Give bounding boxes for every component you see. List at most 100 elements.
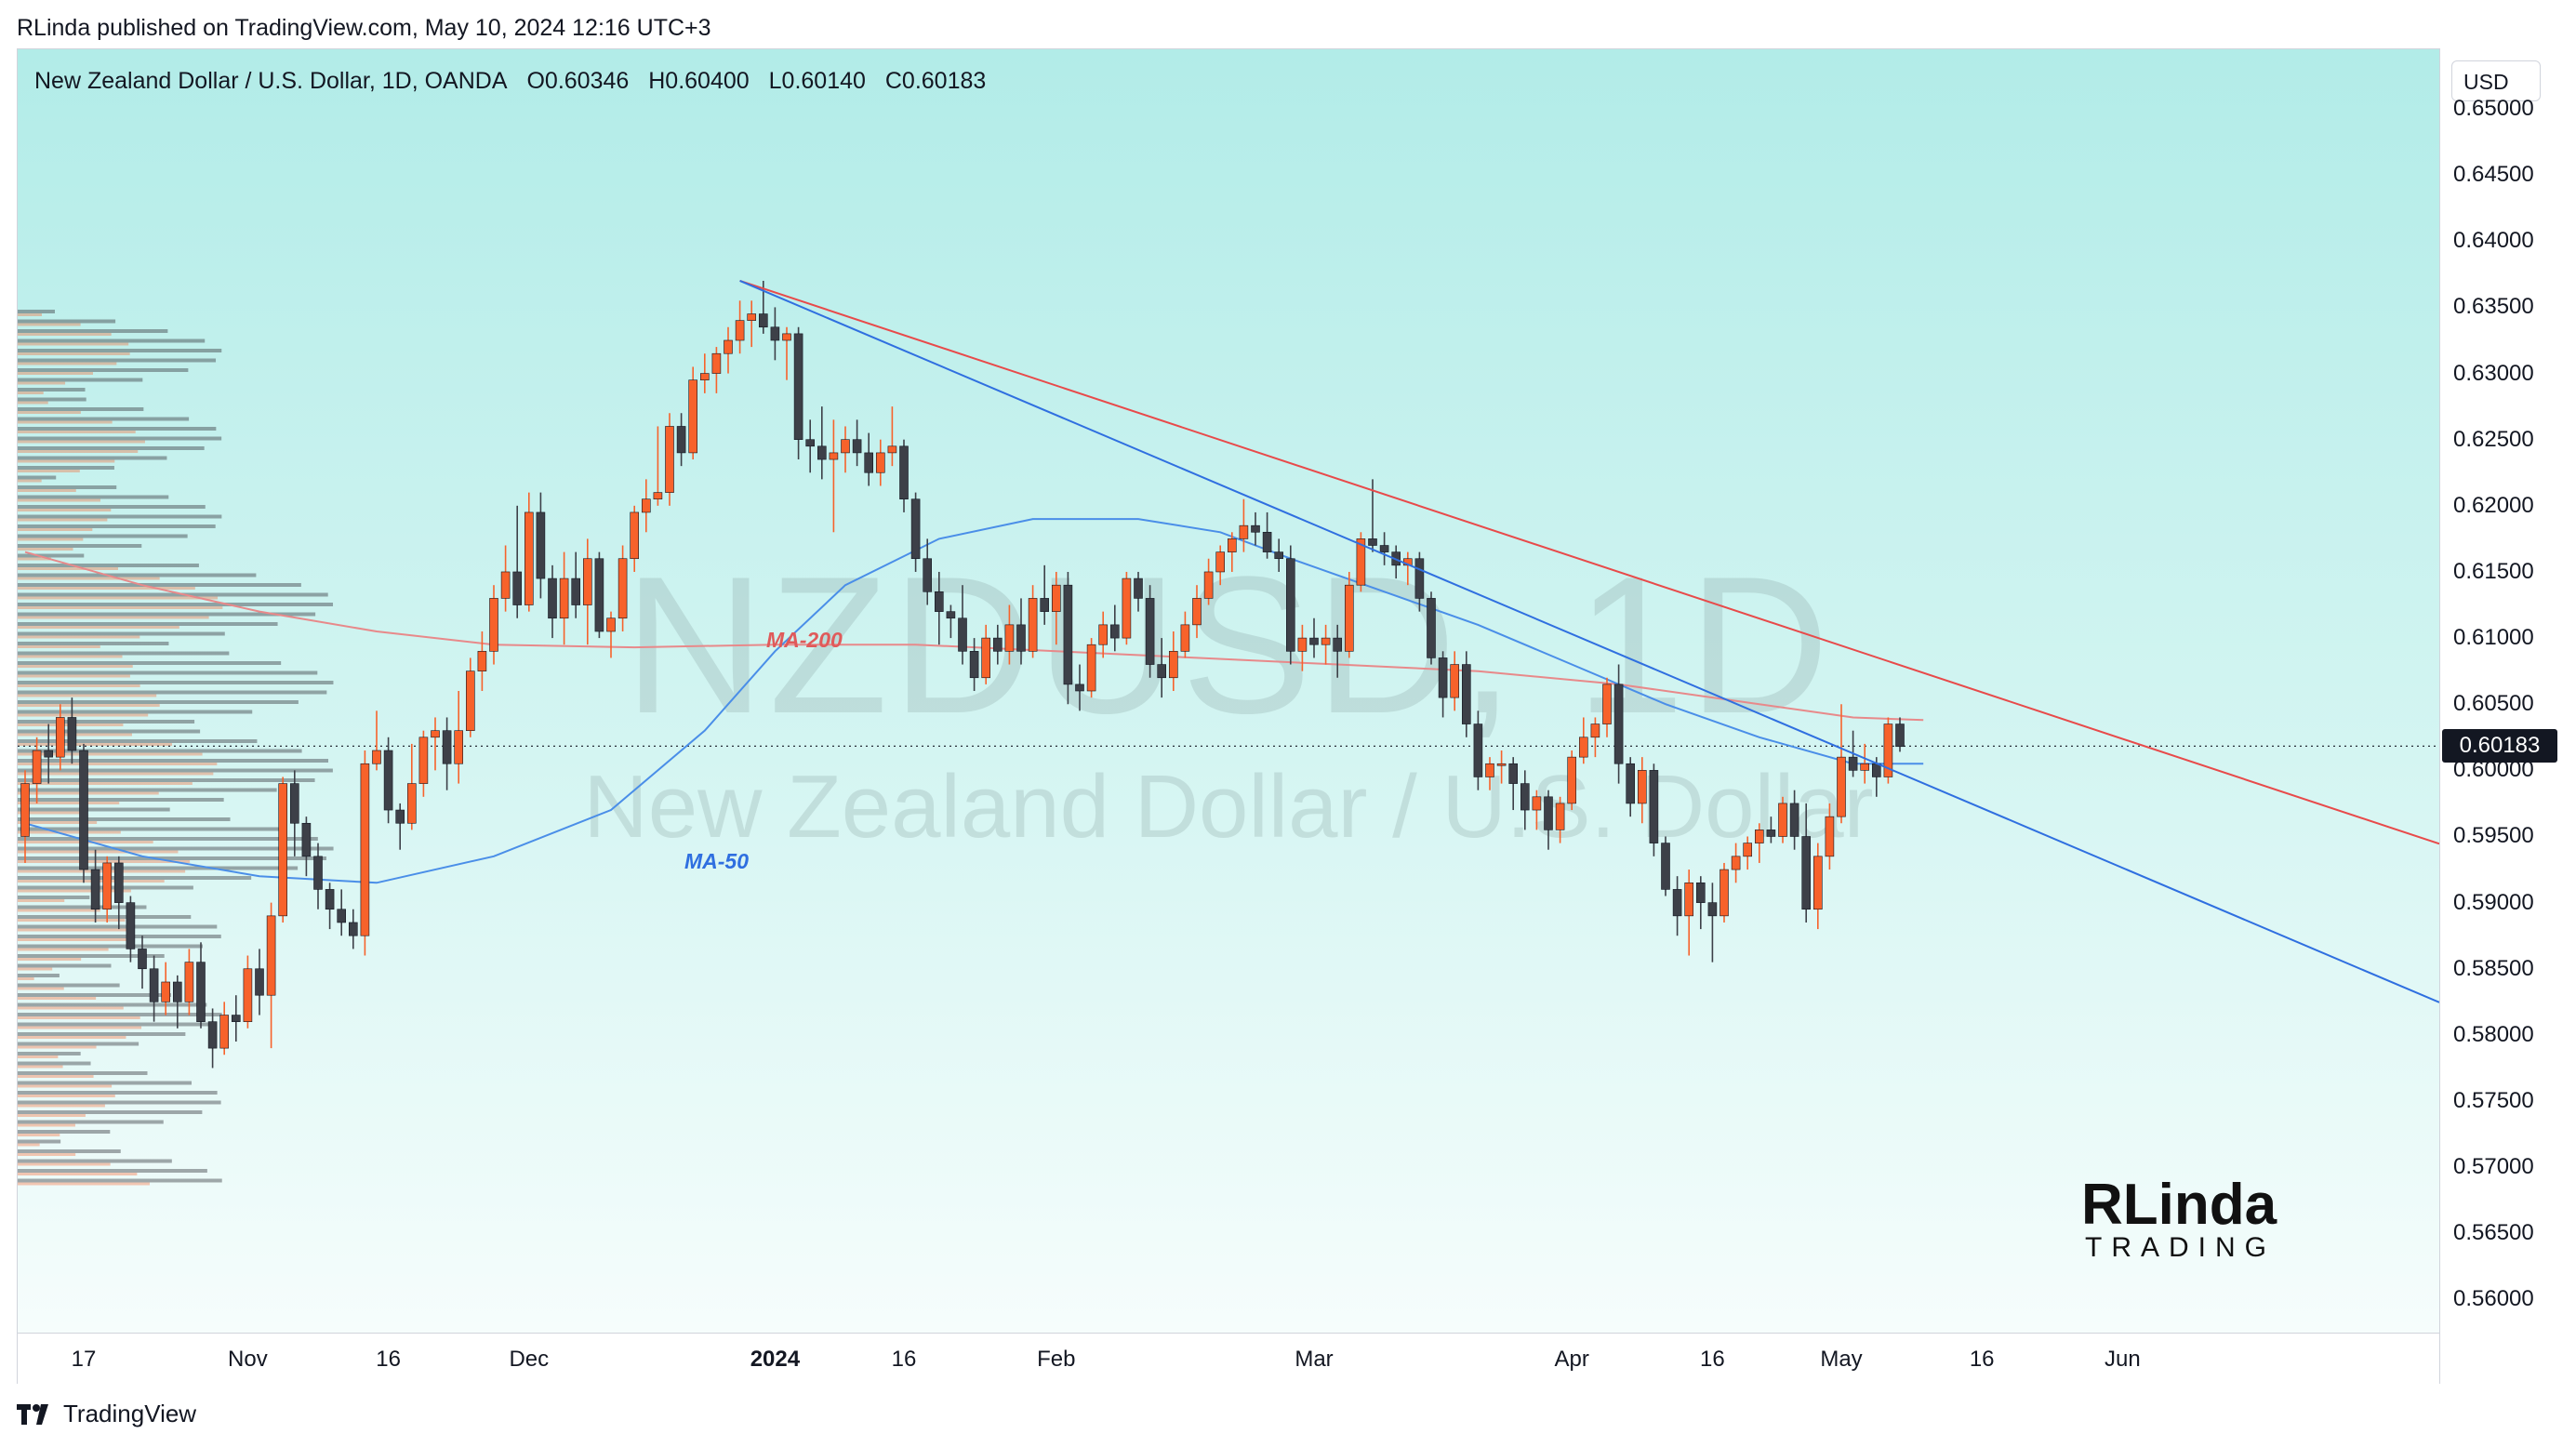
volume-profile-bar: [18, 749, 302, 753]
volume-profile-bar: [18, 850, 179, 854]
red-trendline: [739, 280, 2439, 845]
volume-profile-bar: [18, 700, 299, 704]
candle-body: [266, 915, 276, 996]
volume-profile-bar: [18, 310, 55, 313]
candle-body: [255, 968, 264, 996]
candle-body: [1860, 763, 1869, 771]
volume-profile-bar: [18, 870, 186, 873]
candle-body: [243, 968, 253, 1022]
candle-body: [1462, 664, 1471, 724]
candle-body: [1743, 843, 1752, 857]
candle-body: [969, 651, 979, 679]
volume-profile-bar: [18, 739, 258, 743]
ma50-line: [24, 518, 1924, 884]
volume-profile-bar: [18, 1178, 222, 1183]
volume-profile-bar: [18, 729, 201, 734]
candle-body: [90, 869, 100, 910]
price-tick-label: 0.59500: [2453, 823, 2534, 849]
candle-body: [32, 750, 42, 784]
candle-body: [418, 737, 429, 784]
volume-profile-bar: [18, 1026, 142, 1029]
volume-profile-bar: [18, 846, 334, 851]
volume-profile-bar: [18, 362, 117, 365]
volume-profile-bar: [18, 674, 130, 678]
volume-profile-bar: [18, 798, 224, 802]
volume-profile-bar: [18, 1104, 105, 1108]
candle-body: [782, 333, 791, 341]
volume-profile-bar: [18, 720, 195, 724]
candle-body: [1215, 551, 1225, 573]
volume-profile-bar: [18, 899, 65, 902]
candle-body: [1766, 830, 1776, 837]
volume-profile-bar: [18, 603, 334, 606]
price-tick-label: 0.59000: [2453, 889, 2534, 915]
candle-body: [1837, 756, 1846, 817]
volume-profile-bar: [18, 1061, 91, 1066]
candle-body: [934, 591, 944, 612]
candle-body: [500, 571, 511, 599]
volume-profile-bar: [18, 1149, 121, 1153]
price-tick-label: 0.62000: [2453, 492, 2534, 518]
volume-profile-bar: [18, 1022, 215, 1027]
candle-body: [1251, 524, 1260, 533]
price-tick-label: 0.57500: [2453, 1088, 2534, 1114]
volume-profile-bar: [18, 368, 189, 372]
volume-profile-bar: [18, 1100, 221, 1105]
volume-profile-bar: [18, 954, 165, 958]
candle-body: [1192, 598, 1202, 626]
volume-profile-bar: [18, 896, 90, 899]
ohlc-low: L0.60140: [768, 68, 866, 94]
price-tick-label: 0.57000: [2453, 1154, 2534, 1180]
volume-profile-bar: [18, 397, 86, 402]
tradingview-footer[interactable]: TradingView: [17, 1400, 196, 1428]
candle-body: [1134, 577, 1143, 599]
candle-body: [1649, 770, 1659, 843]
volume-profile-bar: [18, 349, 222, 352]
candle-body: [1063, 584, 1073, 685]
volume-profile-bar: [18, 528, 93, 531]
volume-profile-bar: [18, 401, 48, 405]
ma200-line: [24, 551, 1924, 722]
time-tick-label: 16: [1969, 1347, 1995, 1372]
candle-body: [711, 352, 722, 374]
chart-pane[interactable]: NZDUSD, 1D New Zealand Dollar / U.S. Dol…: [18, 49, 2439, 1333]
ohlc-high: H0.60400: [648, 68, 750, 94]
time-tick-label: 16: [376, 1347, 401, 1372]
volume-profile-bar: [18, 807, 170, 812]
candle-body: [1602, 684, 1612, 724]
price-axis[interactable]: USD 0.60183 0.65000 0.64500 0.64000 0.63500…: [2439, 49, 2563, 1383]
volume-profile-bar: [18, 993, 171, 997]
volume-profile-bar: [18, 323, 81, 326]
volume-profile-bar: [18, 866, 299, 870]
symbol-title[interactable]: New Zealand Dollar / U.S. Dollar, 1D, OA…: [34, 68, 508, 94]
candle-body: [1286, 558, 1295, 652]
volume-profile-bar: [18, 333, 112, 336]
volume-profile-bar: [18, 622, 278, 626]
candle-body: [981, 637, 990, 679]
candle-body: [630, 511, 640, 560]
volume-profile-bar: [18, 505, 206, 509]
volume-profile-bar: [18, 915, 192, 919]
volume-profile-bar: [18, 1052, 81, 1055]
volume-profile-bar: [18, 1091, 218, 1095]
volume-profile-bar: [18, 612, 316, 617]
volume-profile-bar: [18, 1013, 222, 1016]
currency-button[interactable]: USD: [2451, 60, 2541, 101]
volume-profile-bar: [18, 1002, 207, 1007]
volume-profile-bar: [18, 489, 76, 492]
candle-body: [559, 577, 569, 619]
candle-body: [20, 783, 30, 837]
candle-body: [758, 313, 768, 328]
volume-profile-bar: [18, 509, 112, 511]
time-axis[interactable]: 17 Nov 16 Dec 2024 16 Feb Mar Apr 16 May 16 Jun: [18, 1333, 2439, 1384]
candle-body: [852, 439, 862, 454]
volume-profile-bar: [18, 567, 118, 570]
candle-body: [1203, 571, 1214, 599]
volume-profile-bar: [18, 626, 179, 629]
volume-profile-bar: [18, 935, 221, 938]
candle-body: [571, 577, 581, 605]
volume-profile-bar: [18, 372, 94, 375]
volume-profile-bar: [18, 944, 203, 949]
candle-body: [512, 571, 523, 605]
volume-profile-bar: [18, 1016, 140, 1019]
